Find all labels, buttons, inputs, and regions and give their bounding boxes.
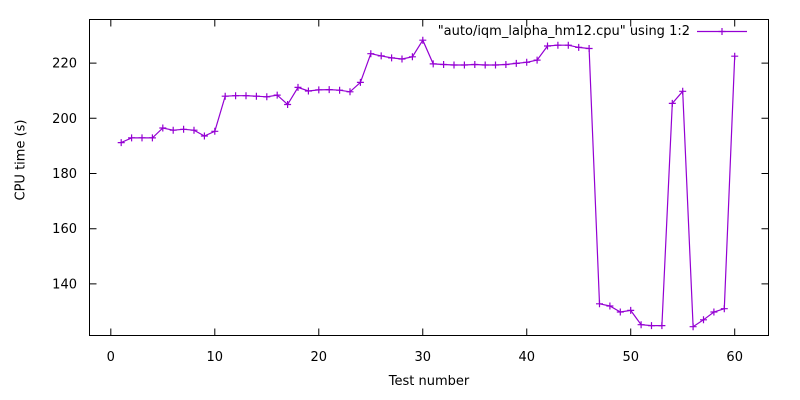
x-tick-label: 40 [518, 350, 535, 365]
x-axis-title: Test number [388, 374, 470, 389]
x-tick-label: 10 [207, 350, 224, 365]
data-point-markers [117, 36, 739, 331]
legend-sample-marker [718, 28, 726, 35]
plot-border [89, 19, 769, 336]
y-tick-label: 140 [52, 277, 77, 292]
x-tick-label: 20 [311, 350, 328, 365]
y-tick-label: 200 [52, 112, 77, 127]
x-tick-label: 30 [414, 350, 431, 365]
x-tick-label: 60 [726, 350, 743, 365]
series-line [120, 38, 736, 328]
y-tick-label: 220 [52, 57, 77, 72]
x-tick-label: 50 [622, 350, 639, 365]
y-axis-title: CPU time (s) [13, 119, 29, 201]
x-tick-label: 0 [107, 350, 115, 365]
y-tick-label: 160 [52, 222, 77, 237]
y-tick-label: 180 [52, 167, 77, 182]
legend-label: "auto/iqm_lalpha_hm12.cpu" using 1:2 [437, 24, 690, 39]
